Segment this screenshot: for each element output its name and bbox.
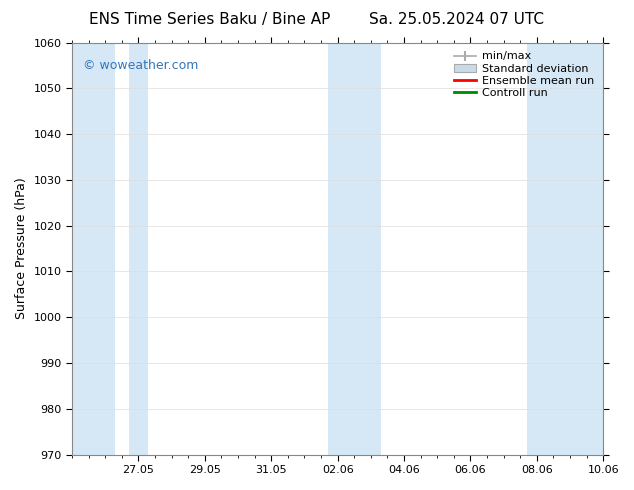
Bar bbox=[328, 43, 381, 455]
Legend: min/max, Standard deviation, Ensemble mean run, Controll run: min/max, Standard deviation, Ensemble me… bbox=[451, 48, 598, 101]
Bar bbox=[527, 43, 613, 455]
Text: © woweather.com: © woweather.com bbox=[82, 59, 198, 72]
Bar bbox=[129, 43, 148, 455]
Bar bbox=[62, 43, 115, 455]
Y-axis label: Surface Pressure (hPa): Surface Pressure (hPa) bbox=[15, 178, 28, 319]
Text: Sa. 25.05.2024 07 UTC: Sa. 25.05.2024 07 UTC bbox=[369, 12, 544, 27]
Text: ENS Time Series Baku / Bine AP: ENS Time Series Baku / Bine AP bbox=[89, 12, 330, 27]
